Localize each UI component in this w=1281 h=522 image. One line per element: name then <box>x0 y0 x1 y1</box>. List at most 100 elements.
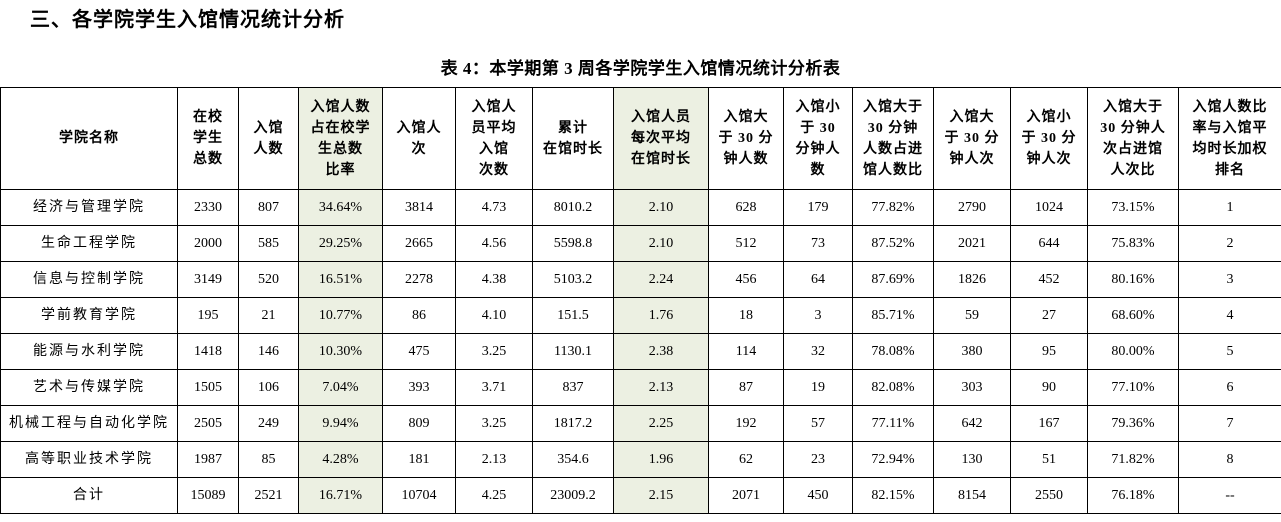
value-cell: 3.25 <box>456 406 533 442</box>
value-cell: 2278 <box>383 262 456 298</box>
column-header: 入馆人 员平均 入馆 次数 <box>456 88 533 190</box>
value-cell: 57 <box>784 406 853 442</box>
value-cell: 5 <box>1179 334 1281 370</box>
college-name-cell: 生命工程学院 <box>1 226 178 262</box>
value-cell: 77.82% <box>853 190 934 226</box>
value-cell: 85.71% <box>853 298 934 334</box>
value-cell: 1505 <box>178 370 239 406</box>
value-cell: 303 <box>934 370 1011 406</box>
table-caption: 表 4：本学期第 3 周各学院学生入馆情况统计分析表 <box>0 57 1281 81</box>
college-name-cell: 艺术与传媒学院 <box>1 370 178 406</box>
value-cell: 8010.2 <box>533 190 614 226</box>
value-cell: 87.69% <box>853 262 934 298</box>
value-cell: 2.10 <box>614 226 709 262</box>
value-cell: 4.38 <box>456 262 533 298</box>
college-name-cell: 学前教育学院 <box>1 298 178 334</box>
value-cell: 1418 <box>178 334 239 370</box>
college-name-cell: 机械工程与自动化学院 <box>1 406 178 442</box>
column-header: 入馆小 于 30 分钟人 数 <box>784 88 853 190</box>
value-cell: 520 <box>239 262 299 298</box>
value-cell: 10.30% <box>299 334 383 370</box>
value-cell: 5598.8 <box>533 226 614 262</box>
value-cell: 87 <box>709 370 784 406</box>
value-cell: 29.25% <box>299 226 383 262</box>
value-cell: 7 <box>1179 406 1281 442</box>
value-cell: 15089 <box>178 478 239 514</box>
value-cell: 79.36% <box>1088 406 1179 442</box>
college-name-cell: 合计 <box>1 478 178 514</box>
value-cell: 249 <box>239 406 299 442</box>
value-cell: 354.6 <box>533 442 614 478</box>
value-cell: 475 <box>383 334 456 370</box>
value-cell: 628 <box>709 190 784 226</box>
value-cell: 85 <box>239 442 299 478</box>
value-cell: 8154 <box>934 478 1011 514</box>
value-cell: 192 <box>709 406 784 442</box>
value-cell: 1987 <box>178 442 239 478</box>
college-name-cell: 能源与水利学院 <box>1 334 178 370</box>
column-header: 入馆人数比 率与入馆平 均时长加权 排名 <box>1179 88 1281 190</box>
value-cell: 77.10% <box>1088 370 1179 406</box>
value-cell: 146 <box>239 334 299 370</box>
value-cell: 2550 <box>1011 478 1088 514</box>
column-header: 入馆人员 每次平均 在馆时长 <box>614 88 709 190</box>
college-name-cell: 高等职业技术学院 <box>1 442 178 478</box>
value-cell: 4.10 <box>456 298 533 334</box>
value-cell: 179 <box>784 190 853 226</box>
value-cell: 82.08% <box>853 370 934 406</box>
value-cell: 10704 <box>383 478 456 514</box>
value-cell: 393 <box>383 370 456 406</box>
value-cell: 9.94% <box>299 406 383 442</box>
value-cell: 1.76 <box>614 298 709 334</box>
value-cell: 167 <box>1011 406 1088 442</box>
value-cell: 80.00% <box>1088 334 1179 370</box>
value-cell: 3149 <box>178 262 239 298</box>
value-cell: 68.60% <box>1088 298 1179 334</box>
value-cell: 78.08% <box>853 334 934 370</box>
value-cell: 3814 <box>383 190 456 226</box>
value-cell: 5103.2 <box>533 262 614 298</box>
column-header: 入馆大于 30 分钟人 次占进馆 人次比 <box>1088 88 1179 190</box>
column-header: 累计 在馆时长 <box>533 88 614 190</box>
value-cell: 6 <box>1179 370 1281 406</box>
column-header: 入馆人数 占在校学 生总数 比率 <box>299 88 383 190</box>
value-cell: 3.25 <box>456 334 533 370</box>
value-cell: 19 <box>784 370 853 406</box>
value-cell: 1 <box>1179 190 1281 226</box>
value-cell: 3 <box>784 298 853 334</box>
column-header: 入馆人 次 <box>383 88 456 190</box>
value-cell: 80.16% <box>1088 262 1179 298</box>
column-header: 学院名称 <box>1 88 178 190</box>
value-cell: 23009.2 <box>533 478 614 514</box>
value-cell: 2.25 <box>614 406 709 442</box>
column-header: 入馆大 于 30 分 钟人次 <box>934 88 1011 190</box>
value-cell: 7.04% <box>299 370 383 406</box>
value-cell: 2.13 <box>456 442 533 478</box>
column-header: 入馆小 于 30 分 钟人次 <box>1011 88 1088 190</box>
college-name-cell: 经济与管理学院 <box>1 190 178 226</box>
college-name-cell: 信息与控制学院 <box>1 262 178 298</box>
value-cell: 2071 <box>709 478 784 514</box>
value-cell: 380 <box>934 334 1011 370</box>
value-cell: 1130.1 <box>533 334 614 370</box>
value-cell: 73.15% <box>1088 190 1179 226</box>
value-cell: 16.71% <box>299 478 383 514</box>
value-cell: 2.13 <box>614 370 709 406</box>
value-cell: 2.24 <box>614 262 709 298</box>
value-cell: 10.77% <box>299 298 383 334</box>
value-cell: 837 <box>533 370 614 406</box>
header-row: 学院名称在校 学生 总数入馆 人数入馆人数 占在校学 生总数 比率入馆人 次入馆… <box>1 88 1281 190</box>
value-cell: 4 <box>1179 298 1281 334</box>
value-cell: 2505 <box>178 406 239 442</box>
value-cell: 23 <box>784 442 853 478</box>
value-cell: 195 <box>178 298 239 334</box>
value-cell: 4.56 <box>456 226 533 262</box>
value-cell: 71.82% <box>1088 442 1179 478</box>
column-header: 在校 学生 总数 <box>178 88 239 190</box>
